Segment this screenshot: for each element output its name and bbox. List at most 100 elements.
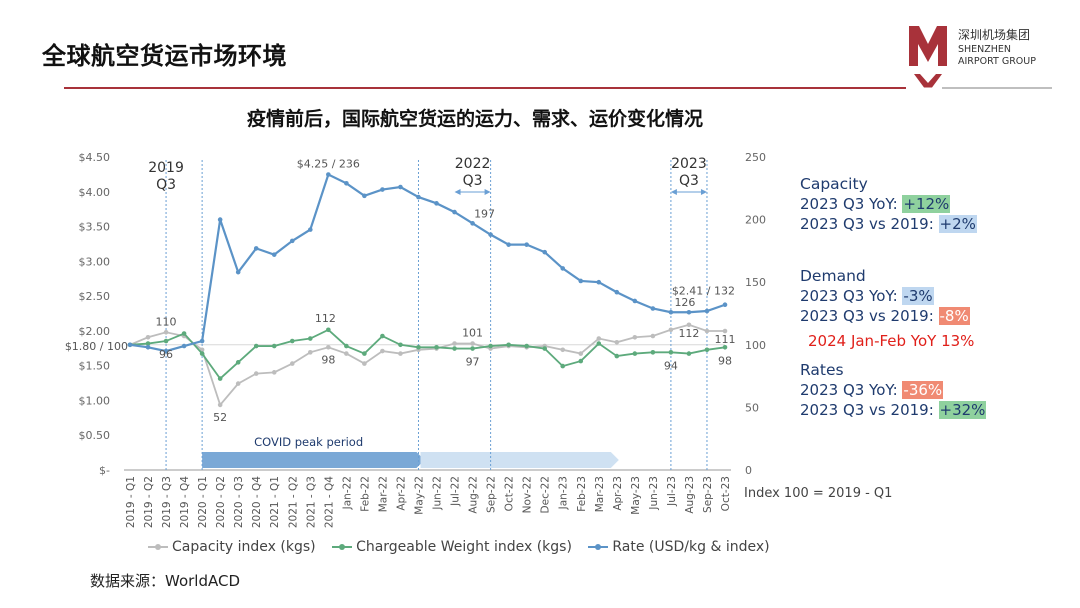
x-tick-label: Jan-23: [558, 476, 570, 510]
rates-vs2019-label: 2023 Q3 vs 2019:: [800, 401, 939, 419]
point-rate: [452, 209, 457, 215]
point-weight: [488, 343, 493, 349]
data-label: $1.80 / 100: [65, 340, 128, 353]
logo-cn-text: 深圳机场集团: [958, 28, 1031, 42]
point-capacity: [686, 322, 692, 328]
x-tick-label: Mar-22: [377, 476, 389, 512]
period-label-2022-q: Q3: [463, 173, 483, 189]
legend-capacity-swatch: [148, 544, 168, 550]
demand-yoy-value: -3%: [902, 287, 934, 305]
capacity-vs2019: 2023 Q3 vs 2019: +2%: [800, 214, 977, 234]
demand-vs2019-value: -8%: [938, 307, 970, 325]
point-capacity: [668, 327, 674, 333]
point-weight: [362, 351, 367, 356]
capacity-yoy: 2023 Q3 YoY: +12%: [800, 194, 977, 214]
x-tick-label: May-22: [413, 476, 425, 515]
point-weight: [416, 345, 421, 350]
point-weight: [722, 345, 728, 350]
point-capacity: [560, 347, 566, 353]
chart-subtitle: 疫情前后，国际航空货运的运力、需求、运价变化情况: [246, 108, 703, 130]
data-label: 94: [664, 359, 678, 372]
covid-arrow-light: [420, 452, 619, 468]
point-rate: [632, 298, 638, 304]
point-rate: [578, 278, 584, 284]
x-tick-label: Nov-22: [522, 476, 534, 513]
demand-vs2019-label: 2023 Q3 vs 2019:: [800, 307, 939, 325]
point-capacity: [362, 361, 367, 366]
point-weight: [632, 351, 638, 356]
point-weight: [686, 351, 692, 356]
point-weight: [181, 331, 187, 336]
point-weight: [470, 346, 475, 351]
period-label-2019: 2019: [148, 160, 184, 176]
period-arrowhead-left-2023: [670, 189, 677, 195]
x-tick-label: Aug-23: [684, 476, 696, 514]
legend-weight: Chargeable Weight index (kgs): [332, 539, 572, 555]
x-tick-label: Jun-23: [648, 476, 660, 511]
point-weight: [289, 338, 295, 344]
right-tick-label: 250: [745, 151, 766, 164]
x-tick-label: Aug-22: [468, 476, 480, 514]
point-rate: [181, 343, 187, 349]
data-label: 52: [213, 411, 227, 424]
period-arrowhead-left-2022: [454, 189, 461, 195]
point-weight: [452, 346, 457, 351]
left-tick-label: $1.50: [79, 360, 111, 373]
capacity-yoy-label: 2023 Q3 YoY:: [800, 195, 903, 213]
point-rate: [289, 238, 295, 244]
x-tick-label: Oct-23: [720, 476, 732, 511]
airport-logo-icon: [909, 26, 947, 88]
point-rate: [217, 217, 223, 222]
point-weight: [506, 342, 511, 348]
demand-yoy-label: 2023 Q3 YoY:: [800, 287, 903, 305]
point-capacity: [271, 370, 277, 375]
left-tick-label: $4.00: [79, 186, 111, 199]
capacity-vs2019-value: +2%: [938, 215, 977, 233]
point-rate: [560, 266, 566, 271]
point-weight: [145, 341, 151, 346]
point-rate: [506, 242, 511, 247]
point-capacity: [398, 351, 403, 356]
left-tick-label: $2.50: [79, 290, 111, 303]
series-line-capacity: [129, 323, 725, 407]
rates-yoy-label: 2023 Q3 YoY:: [800, 381, 903, 399]
x-tick-label: 2020 - Q1: [197, 476, 209, 528]
point-capacity: [650, 333, 656, 339]
point-rate: [271, 252, 277, 257]
header-divider: [64, 87, 906, 89]
point-rate: [199, 338, 205, 344]
point-weight: [344, 343, 349, 349]
point-weight: [524, 343, 529, 349]
data-label: $4.25 / 236: [297, 158, 360, 171]
rates-vs2019: 2023 Q3 vs 2019: +32%: [800, 400, 987, 420]
point-rate: [253, 246, 259, 251]
data-label: 112: [678, 327, 699, 340]
point-rate: [614, 289, 620, 295]
point-capacity: [308, 350, 313, 355]
point-rate: [542, 249, 547, 255]
point-capacity: [632, 334, 638, 340]
x-tick-label: 2020 - Q4: [251, 476, 263, 528]
point-capacity: [722, 328, 728, 334]
point-rate: [380, 187, 385, 192]
x-tick-label: 2019 - Q1: [125, 476, 137, 528]
point-weight: [235, 360, 241, 365]
point-weight: [650, 350, 656, 355]
right-tick-label: 150: [745, 276, 766, 289]
data-label: 126: [674, 296, 695, 309]
x-tick-label: Apr-23: [612, 476, 624, 511]
legend-capacity: Capacity index (kgs): [148, 539, 316, 555]
page-title: 全球航空货运市场环境: [42, 42, 287, 70]
point-rate: [686, 309, 692, 315]
logo-en-text: SHENZHEN AIRPORT GROUP: [958, 44, 1036, 68]
index-note: Index 100 = 2019 - Q1: [744, 486, 893, 501]
point-capacity: [253, 371, 259, 376]
demand-note: 2024 Jan-Feb YoY 13%: [808, 332, 975, 350]
rates-panel: Rates 2023 Q3 YoY: -36% 2023 Q3 vs 2019:…: [800, 360, 987, 420]
x-tick-label: Feb-22: [359, 476, 371, 512]
x-tick-label: May-23: [630, 476, 642, 515]
point-capacity: [289, 361, 295, 366]
period-arrowhead-right-2022: [484, 189, 491, 195]
x-tick-label: 2019 - Q4: [179, 476, 191, 528]
